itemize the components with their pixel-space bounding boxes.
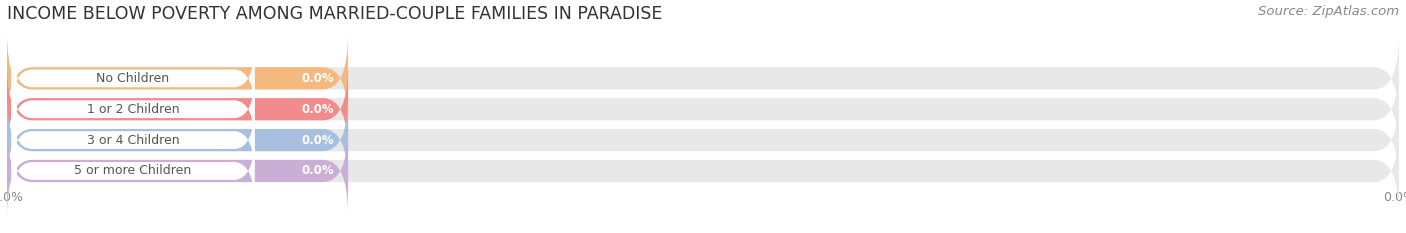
FancyBboxPatch shape [7,34,1399,123]
Text: 0.0%: 0.0% [301,164,335,178]
FancyBboxPatch shape [11,41,254,116]
FancyBboxPatch shape [7,65,349,154]
Text: No Children: No Children [97,72,170,85]
FancyBboxPatch shape [11,134,254,208]
FancyBboxPatch shape [11,103,254,178]
Text: INCOME BELOW POVERTY AMONG MARRIED-COUPLE FAMILIES IN PARADISE: INCOME BELOW POVERTY AMONG MARRIED-COUPL… [7,5,662,23]
FancyBboxPatch shape [7,127,1399,216]
FancyBboxPatch shape [11,72,254,147]
Text: 0.0%: 0.0% [301,103,335,116]
FancyBboxPatch shape [7,127,349,216]
Text: 0.0%: 0.0% [301,134,335,147]
Text: 5 or more Children: 5 or more Children [75,164,191,178]
Text: 3 or 4 Children: 3 or 4 Children [87,134,180,147]
Text: 1 or 2 Children: 1 or 2 Children [87,103,180,116]
FancyBboxPatch shape [7,34,349,123]
Text: 0.0%: 0.0% [301,72,335,85]
FancyBboxPatch shape [7,96,1399,185]
Text: Source: ZipAtlas.com: Source: ZipAtlas.com [1258,5,1399,18]
FancyBboxPatch shape [7,96,349,185]
FancyBboxPatch shape [7,65,1399,154]
